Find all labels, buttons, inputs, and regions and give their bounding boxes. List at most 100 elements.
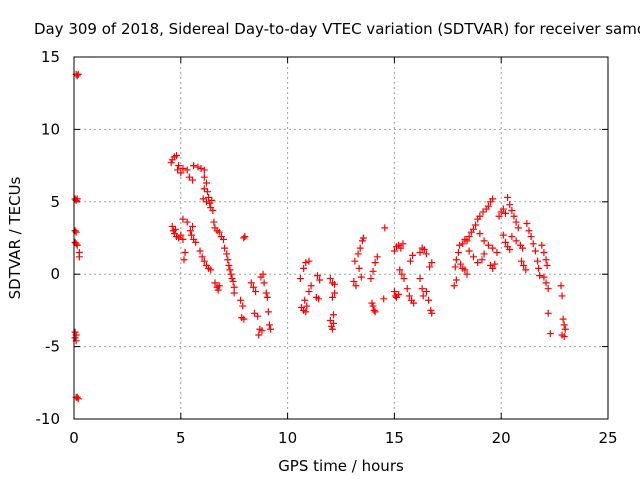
data-point-marker [400,275,408,283]
data-point-marker [350,277,358,285]
data-point-marker [371,259,379,267]
data-point-marker [181,248,189,256]
data-point-marker [557,282,565,290]
data-point-marker [519,244,527,252]
data-point-marker [396,266,404,274]
data-point-marker [399,240,407,248]
data-point-marker [315,295,323,303]
data-point-marker [326,275,334,283]
data-point-marker [428,259,436,267]
data-point-marker [476,230,484,238]
data-point-marker [352,282,360,290]
data-point-marker [522,266,530,274]
data-point-marker [371,308,379,316]
data-point-marker [331,280,339,288]
y-tick-label: -10 [36,410,61,428]
data-point-marker [422,250,430,258]
data-point-marker [307,282,315,290]
data-point-marker [463,237,471,245]
data-point-marker [543,262,551,270]
data-point-marker [303,302,311,310]
data-point-marker [237,296,245,304]
data-point-marker [499,231,507,239]
data-point-marker [258,327,266,335]
data-point-marker [265,321,273,329]
data-point-marker [179,164,187,172]
data-point-marker [403,285,411,293]
data-point-marker [489,264,497,272]
data-point-marker [540,248,548,256]
data-point-marker [73,393,81,401]
data-point-marker [489,244,497,252]
axis-ticks [73,56,609,420]
data-point-marker [454,248,462,256]
data-point-marker [390,288,398,296]
data-point-marker [189,222,197,230]
data-point-marker [544,309,552,317]
data-point-marker [74,395,82,403]
data-point-marker [495,212,503,220]
data-point-marker [328,325,336,333]
data-point-marker [508,233,516,241]
data-point-marker [175,162,183,170]
data-point-marker [474,259,482,267]
data-point-marker [508,206,516,214]
data-point-marker [452,256,460,264]
data-point-marker [296,275,304,283]
data-point-marker [480,250,488,258]
data-point-marker [74,70,82,78]
data-point-marker [369,267,377,275]
data-point-marker [469,253,477,261]
data-point-marker [177,169,185,177]
data-point-marker [221,244,229,252]
data-point-marker [478,256,486,264]
data-point-marker [263,293,271,301]
data-point-marker [480,237,488,245]
data-point-marker [520,262,528,270]
data-point-marker [536,272,544,280]
data-point-marker [183,166,191,174]
data-point-marker [354,250,362,258]
data-point-marker [406,257,414,265]
data-point-marker [456,241,464,249]
data-point-marker [200,257,208,265]
data-point-marker [419,292,427,300]
x-tick-label: 15 [385,429,404,447]
data-point-marker [183,218,191,226]
data-point-marker [465,247,473,255]
data-point-marker [476,212,484,220]
data-point-marker [422,288,430,296]
x-axis-label: GPS time / hours [278,457,404,475]
data-point-marker [501,209,509,217]
data-point-marker [229,277,237,285]
data-point-marker [459,240,467,248]
data-point-marker [305,288,313,296]
data-point-marker [300,264,308,272]
data-point-marker [73,241,81,249]
data-point-marker [452,276,460,284]
data-point-marker [316,276,324,284]
data-point-marker [171,225,179,233]
y-axis-label: SDTVAR / TECUs [6,176,24,299]
data-point-marker [425,296,433,304]
data-point-marker [517,257,525,265]
data-point-marker [450,282,458,290]
data-point-marker [223,250,231,258]
data-point-marker [71,227,79,235]
data-point-marker [208,196,216,204]
data-point-marker [187,231,195,239]
data-point-marker [418,285,426,293]
data-point-marker [397,244,405,252]
data-point-marker [420,246,428,254]
y-tick-label: 15 [41,48,60,66]
data-point-marker [314,272,322,280]
data-point-marker [267,325,275,333]
data-point-marker [220,235,228,243]
data-point-marker [426,263,434,271]
data-point-marker [355,264,363,272]
data-point-marker [506,246,514,254]
data-point-marker [469,225,477,233]
data-point-marker [225,262,233,270]
data-point-marker [506,201,514,209]
data-point-marker [369,302,377,310]
